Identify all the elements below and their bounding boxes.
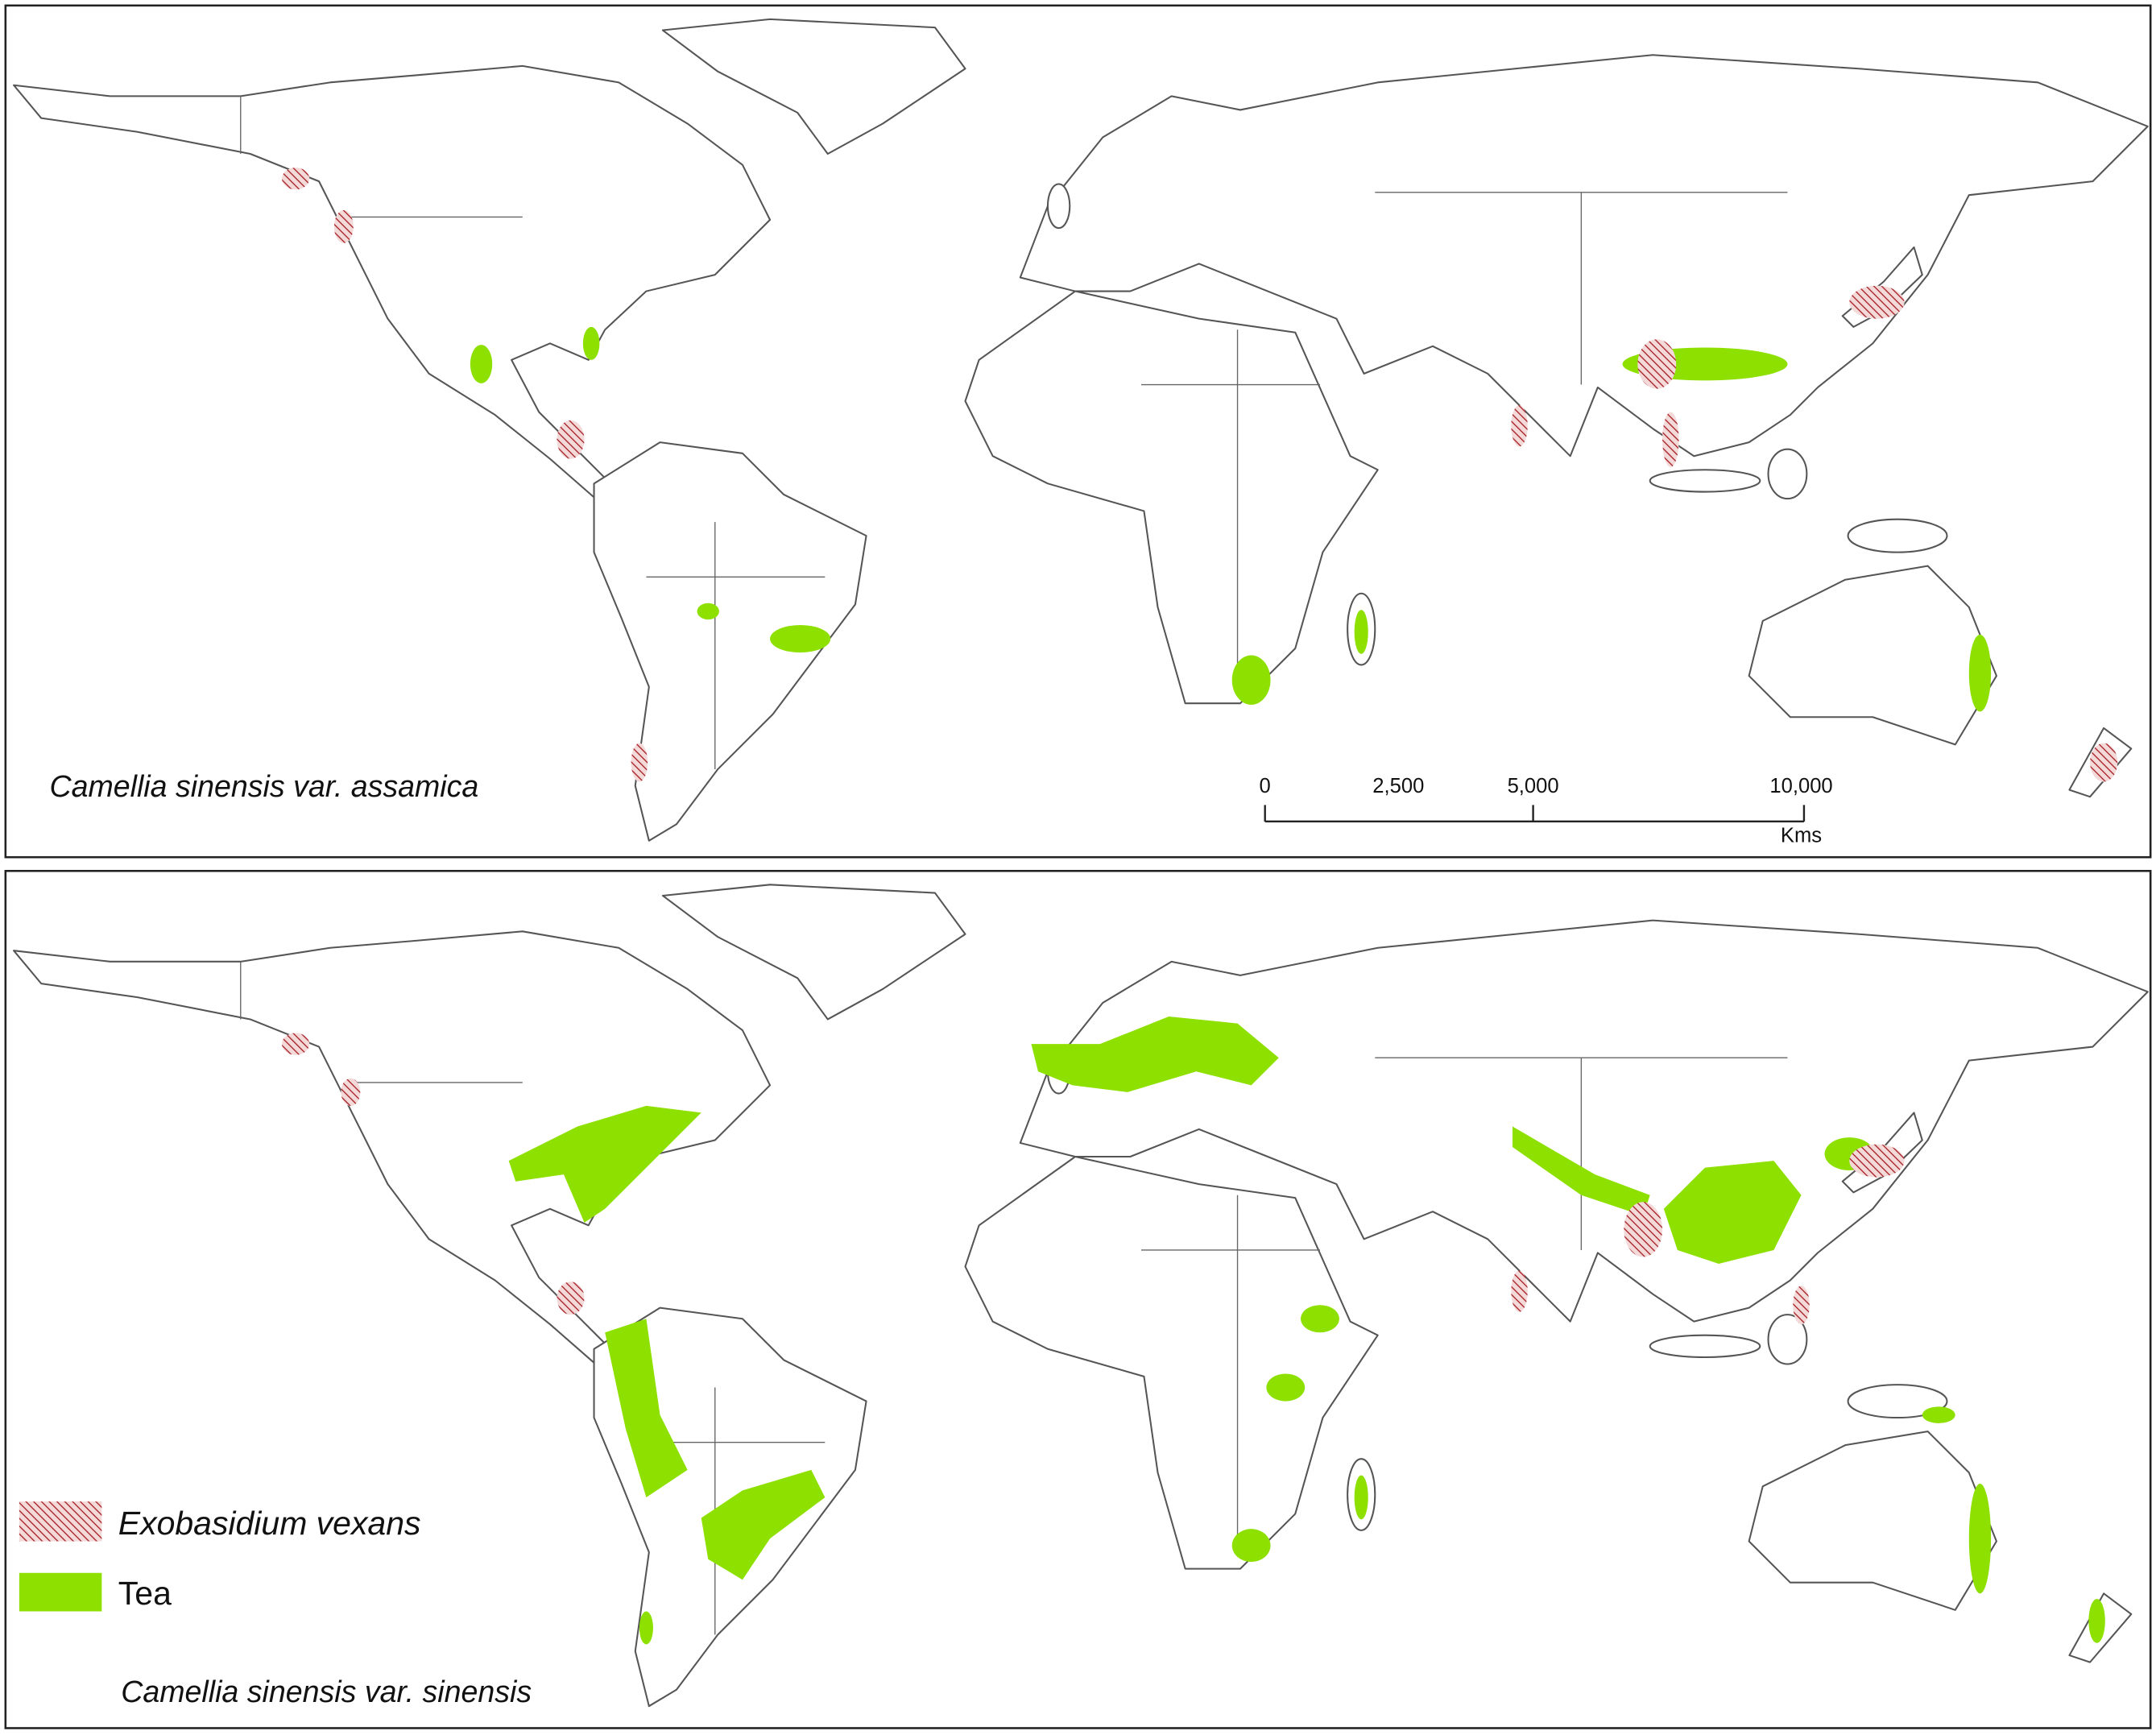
scale-bar <box>1264 805 1806 823</box>
world-map <box>13 884 2149 1708</box>
scale-label: 2,500 <box>1372 775 1424 797</box>
panel-label: Camellia sinensis var. assamica <box>49 769 478 803</box>
legend-swatch <box>19 1572 102 1612</box>
panel-frame <box>4 869 2152 1729</box>
scale-label: 10,000 <box>1769 775 1832 797</box>
panel-frame <box>4 4 2152 859</box>
tea-areas <box>508 1017 2105 1645</box>
world-map <box>13 18 2149 842</box>
legend-label: Exobasidium vexans <box>118 1505 421 1542</box>
scale-label: 5,000 <box>1508 775 1559 797</box>
exobasidium-areas <box>281 168 2118 782</box>
scale-label: 0 <box>1260 775 1271 797</box>
legend-label: Tea <box>118 1575 172 1612</box>
scale-unit: Kms <box>1781 824 1822 847</box>
exobasidium-areas <box>281 1033 1905 1325</box>
legend-swatch <box>19 1501 102 1542</box>
panel-label: Camellia sinensis var. sinensis <box>121 1675 532 1708</box>
